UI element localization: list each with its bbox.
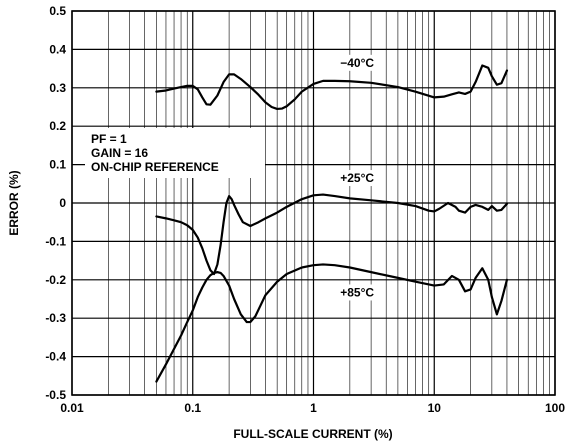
series-line-1 — [155, 193, 509, 276]
series-line-0 — [155, 64, 509, 111]
plot-frame — [71, 10, 556, 396]
series-label-background — [336, 54, 379, 71]
annotation-line-gain: GAIN = 16 — [91, 146, 148, 160]
x-axis-title: FULL-SCALE CURRENT (%) — [233, 427, 392, 441]
y-tick-label: -0.3 — [45, 311, 66, 325]
annotation-line-pf: PF = 1 — [91, 132, 127, 146]
series-label-0: −40°C — [340, 56, 374, 70]
series-label-2: +85°C — [340, 285, 374, 299]
y-tick-label: 0 — [59, 196, 66, 210]
grid — [71, 10, 556, 396]
series-label-background — [336, 284, 379, 301]
x-tick-label: 1 — [310, 401, 317, 415]
annotation-background — [85, 128, 265, 178]
series-labels: −40°C +25°C +85°C — [336, 54, 379, 301]
y-tick-label: 0.2 — [49, 119, 66, 133]
y-tick-label: 0.5 — [49, 4, 66, 18]
y-tick-label: -0.2 — [45, 273, 66, 287]
y-tick-label: -0.4 — [45, 350, 66, 364]
x-tick-label: 0.01 — [60, 401, 84, 415]
series-line-2 — [155, 263, 509, 383]
y-tick-label: -0.5 — [45, 388, 66, 402]
y-tick-label: 0.3 — [49, 81, 66, 95]
annotation-line-reference: ON-CHIP REFERENCE — [91, 160, 219, 174]
x-tick-label: 100 — [545, 401, 565, 415]
y-tick-label: 0.4 — [49, 42, 66, 56]
tick-labels: 0.01 0.1 1 10 100 0.5 0.4 0.3 0.2 0.1 0 -0.1 -0.2 -0.… — [45, 4, 565, 415]
series-label-1: +25°C — [340, 171, 374, 185]
y-tick-label: -0.1 — [45, 234, 66, 248]
y-tick-label: 0.1 — [49, 158, 66, 172]
x-tick-label: 10 — [428, 401, 442, 415]
series-label-background — [336, 170, 379, 187]
annotation-box: PF = 1 GAIN = 16 ON-CHIP REFERENCE — [85, 128, 265, 178]
series-group — [155, 64, 509, 383]
x-tick-label: 0.1 — [184, 401, 201, 415]
y-axis-title: ERROR (%) — [7, 170, 21, 235]
